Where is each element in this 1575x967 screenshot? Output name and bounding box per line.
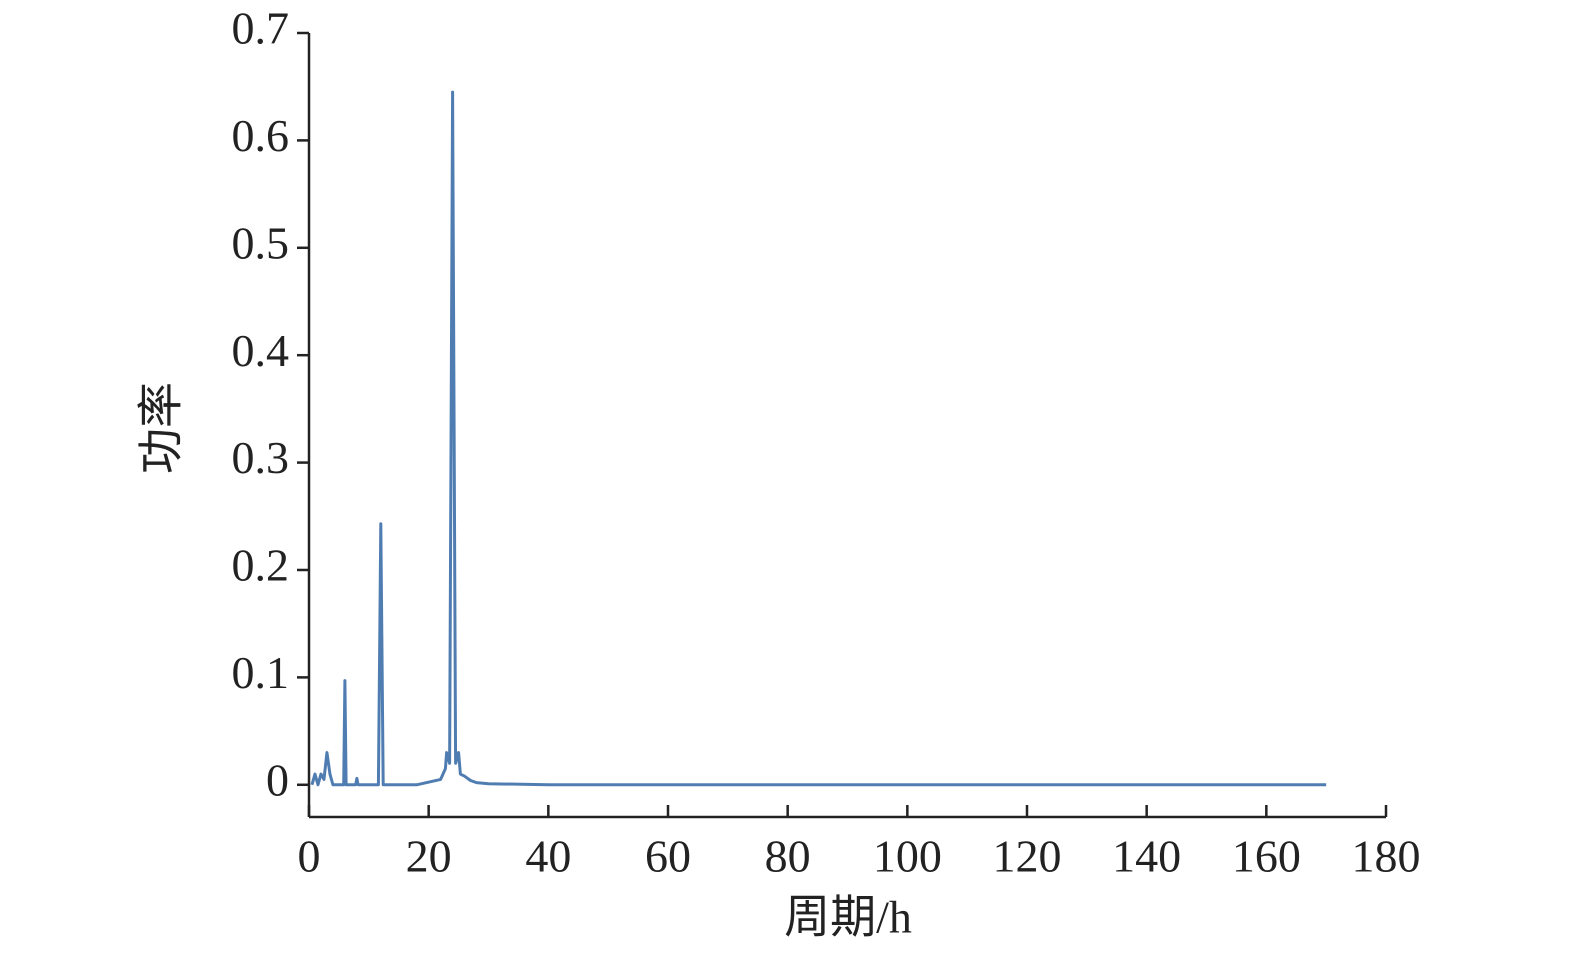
y-tick-label: 0.7 — [232, 3, 290, 54]
x-tick-label: 140 — [1112, 831, 1181, 882]
x-tick-label: 0 — [298, 831, 321, 882]
x-tick-label: 20 — [406, 831, 452, 882]
x-tick-label: 40 — [525, 831, 571, 882]
y-tick-label: 0.6 — [232, 110, 290, 161]
y-tick-label: 0.2 — [232, 540, 290, 591]
y-tick-label: 0.1 — [232, 647, 290, 698]
x-axis-label: 周期/h — [784, 892, 912, 943]
x-tick-label: 160 — [1232, 831, 1301, 882]
y-tick-label: 0.3 — [232, 432, 290, 483]
x-tick-label: 120 — [993, 831, 1062, 882]
y-axis-label: 功率 — [136, 382, 187, 474]
y-tick-label: 0 — [266, 754, 289, 805]
x-tick-label: 80 — [765, 831, 811, 882]
x-tick-label: 180 — [1352, 831, 1421, 882]
x-tick-label: 100 — [873, 831, 942, 882]
data-line — [310, 90, 1327, 787]
y-tick-label: 0.4 — [232, 325, 290, 376]
x-tick-label: 60 — [645, 831, 691, 882]
y-tick-label: 0.5 — [232, 217, 290, 268]
